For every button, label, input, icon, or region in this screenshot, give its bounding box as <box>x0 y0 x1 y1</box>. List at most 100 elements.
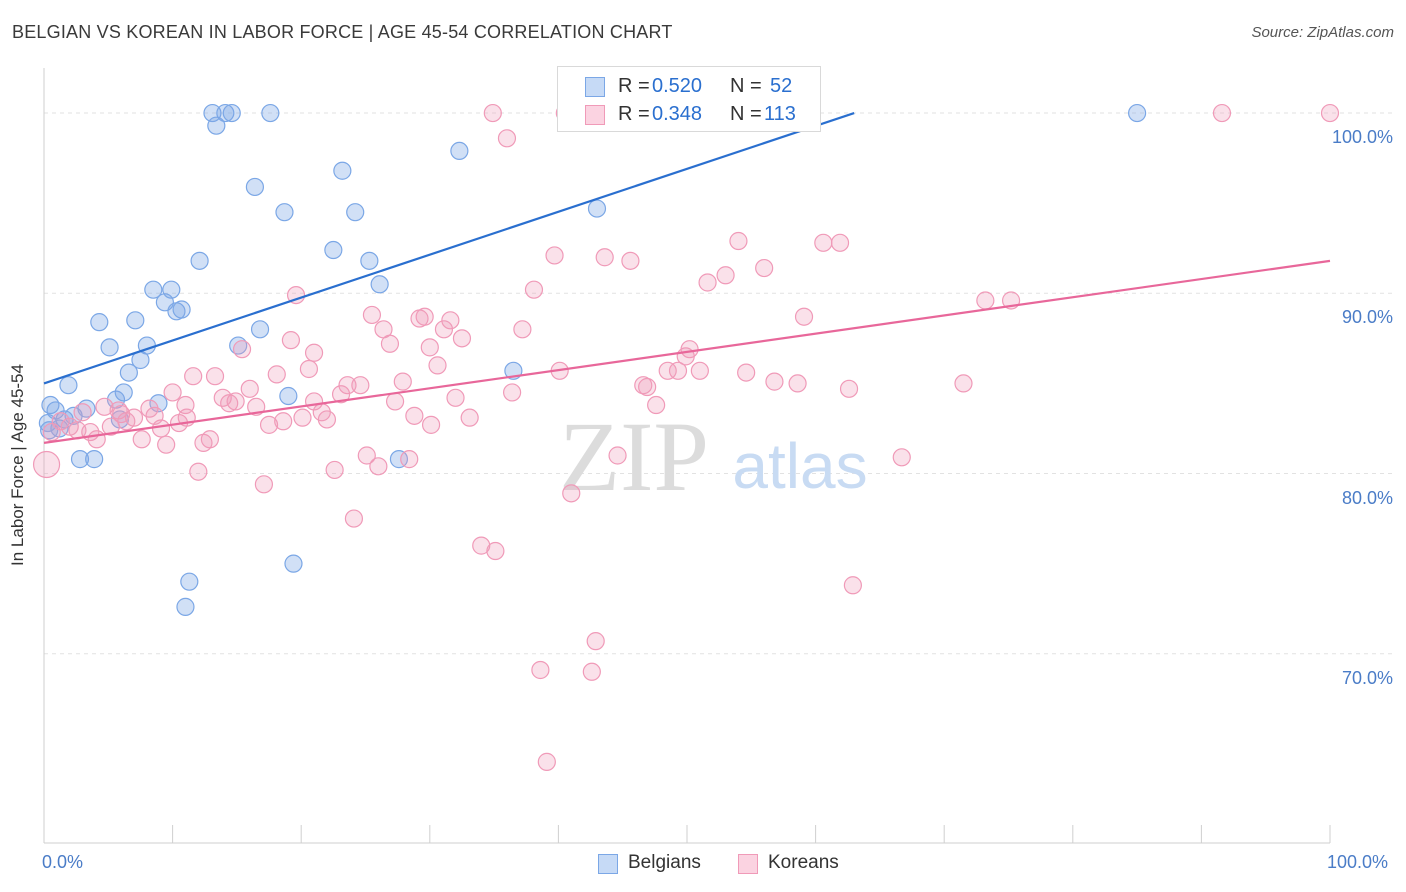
korean-point <box>595 248 614 267</box>
korean-point <box>157 435 176 454</box>
korean-point <box>452 329 472 348</box>
korean-point <box>226 392 245 411</box>
legend-swatch-belgians <box>585 77 605 97</box>
korean-point <box>698 273 717 292</box>
bottom-legend-label-koreans: Koreans <box>768 852 839 873</box>
legend-n-value: 52 <box>770 75 793 97</box>
korean-trend-line <box>43 259 1331 444</box>
belgian-point <box>106 390 126 409</box>
korean-point <box>274 412 293 431</box>
legend-r-value: 0.348 <box>652 103 703 125</box>
belgian-point <box>450 141 469 161</box>
korean-point <box>267 365 286 384</box>
korean-point <box>385 392 405 411</box>
watermark: ZIP atlas <box>559 401 868 512</box>
korean-point <box>513 320 532 339</box>
korean-point <box>608 446 627 465</box>
belgian-point <box>587 199 607 218</box>
belgian-point <box>333 161 352 180</box>
belgian-point <box>114 383 133 402</box>
legend-r-label: R = <box>618 103 650 125</box>
korean-point <box>830 233 850 252</box>
korean-point <box>95 397 114 416</box>
legend-n-value: 113 <box>764 103 796 125</box>
korean-point <box>765 372 784 391</box>
korean-point <box>562 484 581 503</box>
data-points <box>32 103 1340 771</box>
korean-point <box>393 372 412 391</box>
korean-point <box>446 388 465 407</box>
y-tick-label: 80.0% <box>1341 487 1393 508</box>
belgian-point <box>207 116 226 135</box>
korean-point <box>254 475 274 494</box>
belgian-point <box>176 597 195 616</box>
belgian-point <box>70 450 90 469</box>
source-credit: Source: ZipAtlas.com <box>1251 24 1394 41</box>
korean-point <box>299 359 319 379</box>
belgian-point <box>222 103 241 123</box>
legend-row-koreans: R = 0.348 N = 113 <box>558 102 820 130</box>
belgian-point <box>284 554 303 573</box>
belgian-point <box>250 320 270 339</box>
belgian-point <box>162 280 181 299</box>
korean-point <box>331 385 351 404</box>
korean-point <box>421 415 441 434</box>
korean-point <box>400 450 419 469</box>
korean-point <box>380 334 400 353</box>
belgian-point <box>216 103 235 123</box>
korean-point <box>112 404 131 424</box>
korean-point <box>428 356 447 375</box>
legend-swatch-koreans <box>585 105 605 125</box>
korean-point <box>351 376 370 395</box>
korean-point <box>232 340 252 359</box>
korean-point <box>839 379 859 398</box>
belgian-point <box>59 376 78 395</box>
x-tick-label-min: 0.0% <box>42 852 84 872</box>
korean-point <box>524 280 544 299</box>
korean-point <box>317 410 337 429</box>
watermark-atlas: atlas <box>732 430 867 502</box>
korean-point <box>483 103 502 123</box>
korean-point <box>200 430 219 449</box>
korean-point <box>32 450 61 479</box>
korean-point <box>247 397 266 416</box>
belgian-point <box>119 363 138 382</box>
korean-point <box>690 361 709 380</box>
belgian-point <box>370 275 389 294</box>
korean-point <box>281 331 301 350</box>
korean-point <box>586 632 605 651</box>
belgian-trend-line <box>43 112 855 385</box>
korean-point <box>357 446 376 465</box>
belgian-point <box>180 572 199 591</box>
korean-point <box>954 374 973 393</box>
korean-point <box>151 419 171 438</box>
stats-legend: R = 0.520 N = 52 R = 0.348 N = 113 <box>557 66 821 132</box>
korean-point <box>189 462 208 481</box>
axes <box>43 68 1331 844</box>
korean-point <box>472 536 491 555</box>
belgian-point <box>190 251 209 270</box>
korean-point <box>205 367 225 386</box>
belgian-point <box>126 311 145 330</box>
korean-point <box>240 379 259 398</box>
korean-point <box>338 376 357 395</box>
korean-point <box>976 291 995 310</box>
korean-point <box>892 448 911 467</box>
korean-point <box>503 383 522 402</box>
korean-point <box>680 340 699 359</box>
belgian-point <box>279 386 298 406</box>
korean-point <box>325 460 344 480</box>
korean-point <box>434 320 454 339</box>
korean-point <box>184 367 203 386</box>
korean-point <box>658 361 677 380</box>
korean-point <box>344 509 364 528</box>
y-axis-label: In Labor Force | Age 45-54 <box>8 364 27 566</box>
chart-title: BELGIAN VS KOREAN IN LABOR FORCE | AGE 4… <box>12 22 673 42</box>
korean-point <box>259 415 279 434</box>
belgian-point <box>346 203 365 222</box>
korean-point <box>163 383 182 402</box>
korean-point <box>737 363 756 382</box>
trend-lines <box>43 112 1331 444</box>
korean-point <box>405 406 424 425</box>
belgian-point <box>261 103 280 123</box>
